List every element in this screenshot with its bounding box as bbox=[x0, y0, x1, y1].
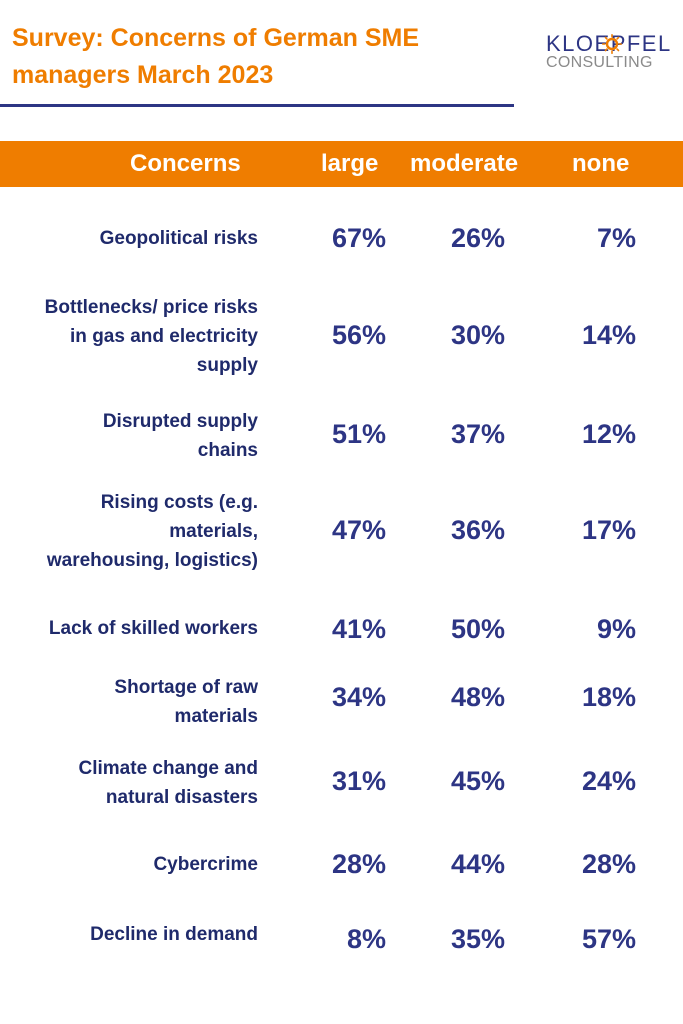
value-none: 14% bbox=[581, 320, 636, 350]
value-moderate: 37% bbox=[450, 419, 505, 449]
kloepfel-logo: KLOEPFEL CONSULTING bbox=[546, 32, 672, 76]
value-large: 67% bbox=[331, 223, 386, 253]
concern-label: Shortage of raw materials bbox=[114, 677, 258, 727]
concern-label: Cybercrime bbox=[153, 854, 258, 875]
table-header: Concerns large moderate none bbox=[0, 141, 683, 187]
value-none: 24% bbox=[581, 766, 636, 796]
value-moderate: 36% bbox=[450, 515, 505, 545]
column-header-concerns: Concerns bbox=[130, 150, 241, 177]
column-header-none: none bbox=[572, 150, 630, 177]
value-moderate: 45% bbox=[450, 766, 505, 796]
value-large: 41% bbox=[331, 614, 386, 644]
logo-subtitle: CONSULTING bbox=[546, 54, 653, 71]
value-none: 57% bbox=[581, 924, 636, 954]
value-moderate: 48% bbox=[450, 682, 505, 712]
value-large: 47% bbox=[331, 515, 386, 545]
sun-icon bbox=[602, 34, 622, 54]
page-title: Survey: Concerns of German SME managers … bbox=[12, 24, 420, 89]
value-moderate: 35% bbox=[450, 924, 505, 954]
concern-label: Rising costs (e.g. materials, warehousin… bbox=[46, 492, 258, 571]
value-large: 51% bbox=[331, 419, 386, 449]
value-none: 18% bbox=[581, 682, 636, 712]
value-none: 7% bbox=[596, 223, 636, 253]
concern-label: Bottlenecks/ price risks in gas and elec… bbox=[44, 297, 258, 376]
value-large: 8% bbox=[346, 924, 386, 954]
column-header-large: large bbox=[321, 150, 379, 177]
value-none: 28% bbox=[581, 849, 636, 879]
value-moderate: 44% bbox=[450, 849, 505, 879]
value-moderate: 30% bbox=[450, 320, 505, 350]
value-large: 56% bbox=[331, 320, 386, 350]
value-large: 31% bbox=[331, 766, 386, 796]
concern-label: Lack of skilled workers bbox=[48, 618, 258, 639]
value-none: 17% bbox=[581, 515, 636, 545]
value-none: 12% bbox=[581, 419, 636, 449]
value-large: 34% bbox=[331, 682, 386, 712]
concern-label: Climate change and natural disasters bbox=[78, 758, 259, 808]
title-divider bbox=[0, 104, 514, 107]
value-none: 9% bbox=[596, 614, 636, 644]
value-large: 28% bbox=[331, 849, 386, 879]
concern-label: Geopolitical risks bbox=[99, 228, 258, 249]
value-moderate: 50% bbox=[450, 614, 505, 644]
column-header-moderate: moderate bbox=[410, 150, 519, 177]
concern-label: Decline in demand bbox=[90, 924, 258, 945]
value-moderate: 26% bbox=[450, 223, 505, 253]
concern-label: Disrupted supply chains bbox=[102, 411, 258, 461]
